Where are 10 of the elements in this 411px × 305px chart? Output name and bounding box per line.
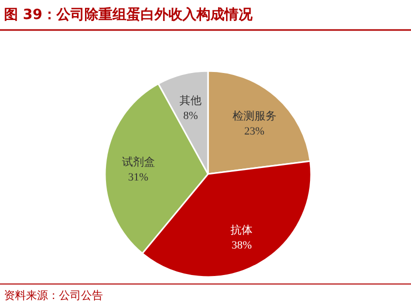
chart-title: 图 39：公司除重组蛋白外收入构成情况 [4,7,254,23]
data-label: 38% [232,239,252,252]
data-label: 31% [128,171,148,184]
slice-label: 试剂盒 [122,155,155,168]
data-label: 8% [183,110,198,122]
slice-label: 抗体 [230,223,253,236]
data-label: 23% [244,125,264,138]
slice-label: 其他 [180,94,202,108]
text: 资料来源：公司公告 [4,289,103,302]
slice-label: 检测服务 [232,109,276,122]
